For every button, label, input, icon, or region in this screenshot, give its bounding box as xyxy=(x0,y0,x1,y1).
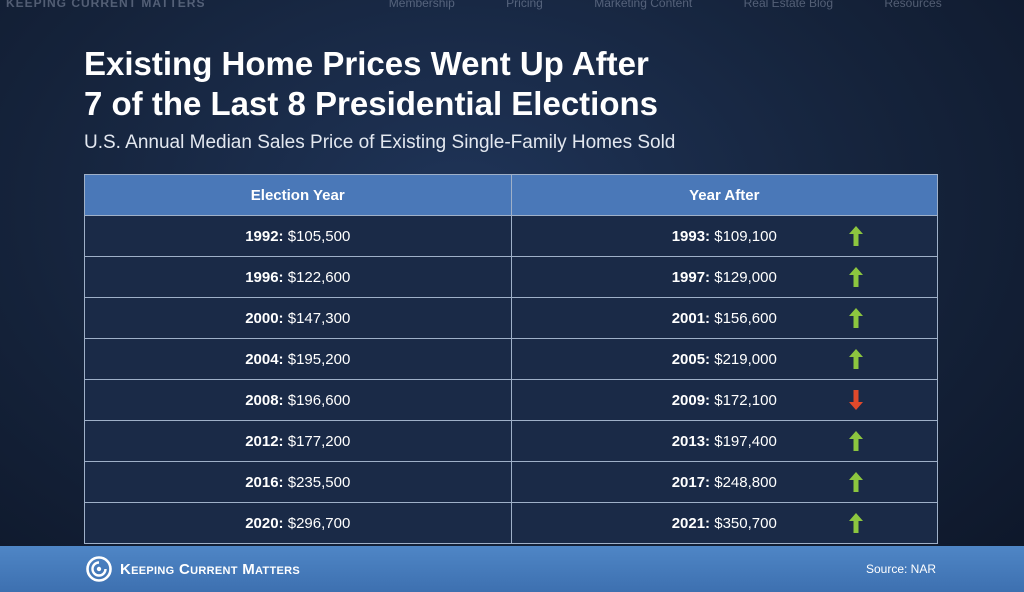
title-line-1: Existing Home Prices Went Up After xyxy=(84,45,649,82)
header-election-year: Election Year xyxy=(250,186,345,204)
election-year-price: $235,500 xyxy=(287,473,351,491)
title-line-2: 7 of the Last 8 Presidential Elections xyxy=(84,85,659,122)
nav-item-pricing[interactable]: Pricing xyxy=(506,0,543,10)
nav-item-real-estate-blog[interactable]: Real Estate Blog xyxy=(743,0,833,10)
election-year: 2012: xyxy=(245,432,284,450)
up-arrow-icon xyxy=(848,472,863,492)
election-year-cell: 2008: $196,600 xyxy=(85,380,511,420)
year-after: 2009: xyxy=(671,391,711,409)
election-year-price: $177,200 xyxy=(287,432,351,450)
year-after-price: $350,700 xyxy=(714,514,777,532)
year-after-cell: 2005: $219,000 xyxy=(510,339,938,379)
table-row: 1992: $105,500 1993: $109,100 xyxy=(85,215,937,256)
year-after-price: $129,000 xyxy=(714,268,777,286)
year-after-price: $172,100 xyxy=(714,391,777,409)
table-body: 1992: $105,500 1993: $109,100 1996: $122,6… xyxy=(85,215,937,543)
website-nav-bar: KEEPING CURRENT MATTERS Membership Prici… xyxy=(0,0,1024,10)
year-after-price: $219,000 xyxy=(714,350,777,368)
down-arrow-icon xyxy=(848,390,863,410)
year-after-cell: 1993: $109,100 xyxy=(510,216,938,256)
slide-title: Existing Home Prices Went Up After 7 of … xyxy=(84,44,944,124)
election-year-cell: 1996: $122,600 xyxy=(85,257,511,297)
year-after: 2021: xyxy=(671,514,711,532)
table-row: 1996: $122,600 1997: $129,000 xyxy=(85,256,937,297)
up-arrow-icon xyxy=(848,431,863,451)
election-year-cell: 2020: $296,700 xyxy=(85,503,511,543)
year-after: 1997: xyxy=(671,268,711,286)
election-year: 2008: xyxy=(245,391,284,409)
election-year-price: $122,600 xyxy=(287,268,351,286)
year-after-cell: 2013: $197,400 xyxy=(510,421,938,461)
election-year-cell: 2004: $195,200 xyxy=(85,339,511,379)
table-row: 2008: $196,600 2009: $172,100 xyxy=(85,379,937,420)
kcm-swirl-icon xyxy=(86,556,112,582)
year-after-price: $197,400 xyxy=(714,432,777,450)
election-year: 1996: xyxy=(245,268,284,286)
year-after-price: $248,800 xyxy=(714,473,777,491)
year-after: 2017: xyxy=(671,473,711,491)
table-row: 2016: $235,500 2017: $248,800 xyxy=(85,461,937,502)
source-note: Source: NAR xyxy=(865,562,936,576)
election-year-cell: 2000: $147,300 xyxy=(85,298,511,338)
election-year-cell: 1992: $105,500 xyxy=(85,216,511,256)
year-after: 2005: xyxy=(671,350,711,368)
election-year-cell: 2016: $235,500 xyxy=(85,462,511,502)
price-table: Election Year Year After 1992: $105,500 1… xyxy=(84,174,938,544)
up-arrow-icon xyxy=(848,349,863,369)
year-after-cell: 2001: $156,600 xyxy=(510,298,938,338)
table-row: 2004: $195,200 2005: $219,000 xyxy=(85,338,937,379)
up-arrow-icon xyxy=(848,308,863,328)
election-year-price: $147,300 xyxy=(287,309,351,327)
election-year: 1992: xyxy=(245,227,284,245)
up-arrow-icon xyxy=(848,226,863,246)
election-year-cell: 2012: $177,200 xyxy=(85,421,511,461)
year-after: 2013: xyxy=(671,432,711,450)
nav-item-resources[interactable]: Resources xyxy=(884,0,942,10)
logo-wordmark: Keeping Current Matters xyxy=(120,560,300,578)
year-after: 2001: xyxy=(671,309,711,327)
election-year-price: $196,600 xyxy=(287,391,351,409)
year-after: 1993: xyxy=(671,227,711,245)
election-year: 2016: xyxy=(245,473,284,491)
up-arrow-icon xyxy=(848,267,863,287)
table-row: 2000: $147,300 2001: $156,600 xyxy=(85,297,937,338)
year-after-cell: 1997: $129,000 xyxy=(510,257,938,297)
nav-item-membership[interactable]: Membership xyxy=(388,0,455,10)
year-after-cell: 2021: $350,700 xyxy=(510,503,938,543)
footer-bar: Keeping Current Matters Source: NAR xyxy=(0,546,1024,592)
year-after-price: $109,100 xyxy=(714,227,777,245)
kcm-logo: Keeping Current Matters xyxy=(86,556,300,582)
election-year-price: $195,200 xyxy=(287,350,351,368)
table-row: 2012: $177,200 2013: $197,400 xyxy=(85,420,937,461)
election-year-price: $105,500 xyxy=(287,227,351,245)
election-year: 2000: xyxy=(245,309,284,327)
table-header: Election Year Year After xyxy=(85,175,937,215)
site-brand[interactable]: KEEPING CURRENT MATTERS xyxy=(6,0,206,10)
year-after-cell: 2017: $248,800 xyxy=(510,462,938,502)
nav-item-marketing-content[interactable]: Marketing Content xyxy=(594,0,693,10)
header-year-after: Year After xyxy=(510,175,938,215)
year-after-price: $156,600 xyxy=(714,309,777,327)
up-arrow-icon xyxy=(848,513,863,533)
election-year-price: $296,700 xyxy=(287,514,351,532)
election-year: 2004: xyxy=(245,350,284,368)
year-after-cell: 2009: $172,100 xyxy=(510,380,938,420)
election-year: 2020: xyxy=(245,514,284,532)
table-row: 2020: $296,700 2021: $350,700 xyxy=(85,502,937,543)
slide-subtitle: U.S. Annual Median Sales Price of Existi… xyxy=(84,132,676,153)
